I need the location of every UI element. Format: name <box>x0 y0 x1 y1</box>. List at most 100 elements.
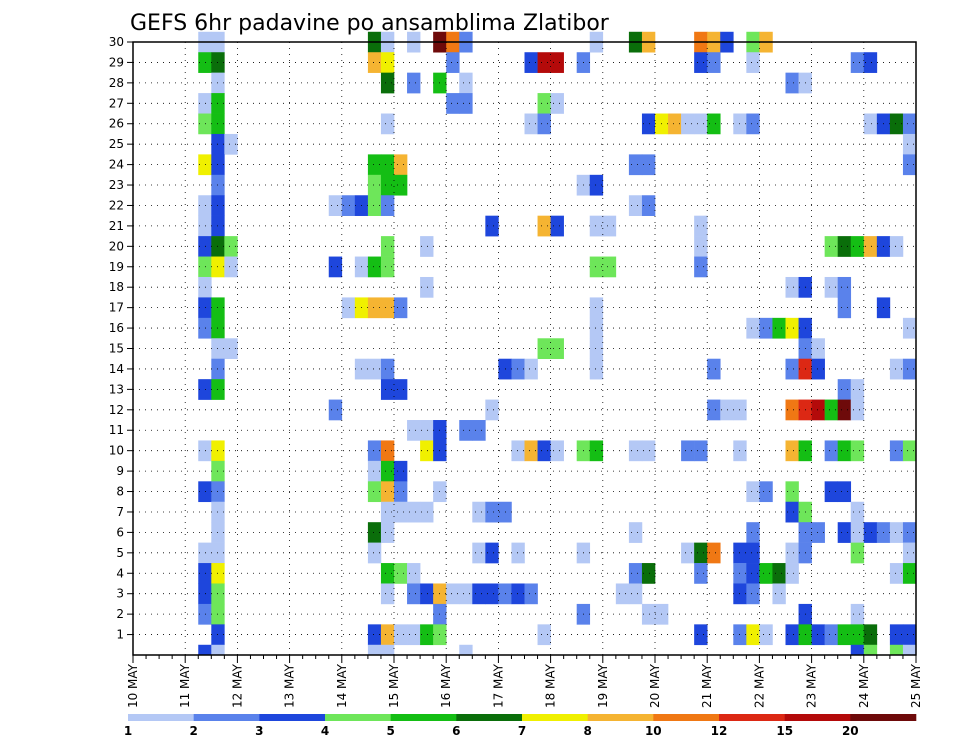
heatmap-cell <box>746 113 760 135</box>
heatmap-cell <box>367 297 382 319</box>
heatmap-cell <box>850 522 865 543</box>
heatmap-cell <box>328 399 343 421</box>
colorbar-swatch <box>456 714 523 721</box>
heatmap-cell <box>602 256 617 278</box>
colorbar-label: 6 <box>452 724 460 738</box>
heatmap-cell <box>785 358 799 380</box>
heatmap-cell <box>837 276 852 298</box>
heatmap-cell <box>198 113 212 135</box>
heatmap-cell <box>341 297 356 319</box>
heatmap-cell <box>785 542 799 564</box>
heatmap-cell <box>746 522 760 543</box>
heatmap-cell <box>367 174 382 196</box>
heatmap-cell <box>837 440 852 462</box>
heatmap-cell <box>694 542 708 564</box>
x-tick-label: 11 MAY <box>178 663 192 708</box>
heatmap-cell <box>628 195 643 216</box>
heatmap-cell <box>380 52 395 73</box>
heatmap-cell <box>837 522 852 543</box>
heatmap-cell <box>863 236 878 257</box>
heatmap-cell <box>902 522 917 543</box>
heatmap-cell <box>367 522 382 543</box>
heatmap-cell <box>589 256 604 278</box>
heatmap-cell <box>707 358 721 380</box>
heatmap-cell <box>380 379 395 400</box>
x-tick-label: 13 MAY <box>283 663 297 708</box>
heatmap-cell <box>485 583 499 605</box>
heatmap-cell <box>759 317 773 339</box>
heatmap-cell <box>641 195 656 216</box>
heatmap-cell <box>850 624 865 646</box>
heatmap-cell <box>380 481 395 503</box>
heatmap-cell <box>380 624 395 646</box>
heatmap-cell <box>641 563 656 584</box>
heatmap-cell <box>446 583 460 605</box>
y-tick-label: 26 <box>109 117 124 131</box>
heatmap-cell <box>394 501 408 523</box>
heatmap-cell <box>380 72 395 94</box>
heatmap-cell <box>589 338 604 360</box>
x-tick-label: 20 MAY <box>648 663 662 708</box>
y-tick-label: 5 <box>116 546 124 560</box>
heatmap-cell <box>407 420 421 441</box>
colorbar-swatch <box>719 714 785 721</box>
heatmap-cell <box>224 338 238 360</box>
heatmap-cell <box>785 72 799 94</box>
heatmap-cell <box>707 542 721 564</box>
heatmap-cell <box>446 93 460 114</box>
heatmap-cell <box>367 154 382 176</box>
heatmap-cell <box>367 440 382 462</box>
heatmap-cell <box>511 583 525 605</box>
heatmap-cell <box>198 563 212 584</box>
heatmap-cell <box>902 113 917 135</box>
colorbar-label: 5 <box>387 724 395 738</box>
y-tick-label: 14 <box>109 362 124 376</box>
heatmap-cell <box>720 399 734 421</box>
heatmap-cell <box>694 52 708 73</box>
heatmap-cell <box>641 603 656 625</box>
colorbar-label: 1 <box>124 724 132 738</box>
heatmap-cell <box>785 276 799 298</box>
colorbar-label: 4 <box>321 724 329 738</box>
heatmap-cell <box>889 563 904 584</box>
y-axis: 1234567891011121314151617181920212223242… <box>109 35 133 642</box>
heatmap-cell <box>837 379 852 400</box>
heatmap-cell <box>380 236 395 257</box>
heatmap-cell <box>524 358 538 380</box>
heatmap-cell <box>198 276 212 298</box>
heatmap-cell <box>746 542 760 564</box>
heatmap-cell <box>863 522 878 543</box>
heatmap-cell <box>198 256 212 278</box>
heatmap-cell <box>394 481 408 503</box>
heatmap-cell <box>472 420 486 441</box>
heatmap-cell <box>198 603 212 625</box>
heatmap-cell <box>367 52 382 73</box>
heatmap-cell <box>641 154 656 176</box>
heatmap-cell <box>889 440 904 462</box>
heatmap-cell <box>537 624 551 646</box>
heatmap-cell <box>641 113 656 135</box>
y-tick-label: 13 <box>109 382 124 396</box>
heatmap-cell <box>850 542 865 564</box>
heatmap-cell <box>511 542 525 564</box>
heatmap-cell <box>889 358 904 380</box>
heatmap-cell <box>367 644 382 656</box>
colorbar-label: 2 <box>190 724 198 738</box>
heatmap-cell <box>589 440 604 462</box>
x-tick-label: 10 MAY <box>126 663 140 708</box>
heatmap-cell <box>420 276 434 298</box>
heatmap-cell <box>420 583 434 605</box>
heatmap-cell <box>615 583 630 605</box>
heatmap-cell <box>459 644 473 656</box>
heatmap-cell <box>824 440 838 462</box>
x-tick-label: 14 MAY <box>335 663 349 708</box>
y-tick-label: 29 <box>109 55 124 69</box>
heatmap-cell <box>863 644 878 656</box>
heatmap-cell <box>759 624 773 646</box>
heatmap-cell <box>550 215 564 237</box>
heatmap-cell <box>628 522 643 543</box>
heatmap-cell <box>380 358 395 380</box>
heatmap-cell <box>211 644 225 656</box>
heatmap-cell <box>367 195 382 216</box>
